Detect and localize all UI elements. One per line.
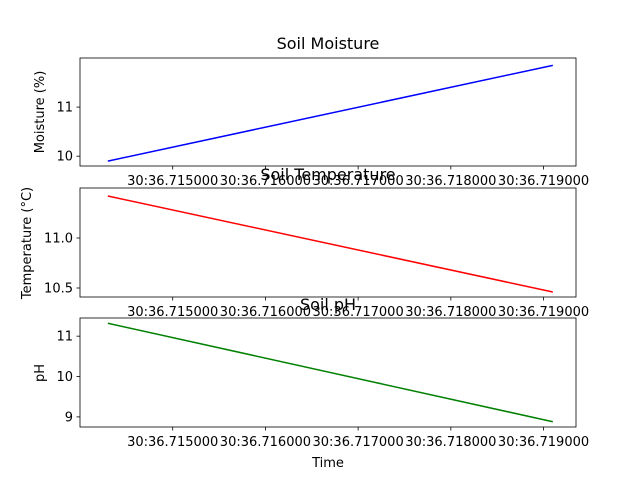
moisture-y-tick-label-1: 11 xyxy=(56,101,73,116)
ph-series-line-0 xyxy=(107,322,553,423)
moisture-x-ticks: 30:36.715000 30:36.716000 30:36.717000 30:3… xyxy=(127,166,589,189)
temperature-x-ticks: 30:36.715000 30:36.716000 30:36.717000 30:3… xyxy=(127,297,589,320)
ph-y-tick-label-1: 10 xyxy=(56,370,73,385)
temperature-series-line-0 xyxy=(107,195,553,293)
temperature-x-tick-label-4: 30:36.719000 xyxy=(498,305,589,320)
ph-x-tick-label-3: 30:36.718000 xyxy=(405,435,496,450)
temperature-subplot: Soil Temperature Temperature (°C) 10.5 11… xyxy=(20,165,589,320)
moisture-x-tick-label-1: 30:36.716000 xyxy=(220,174,311,189)
moisture-plot-area xyxy=(79,57,577,167)
moisture-y-axis-label: Moisture (%) xyxy=(33,71,48,154)
moisture-y-ticks: 10 11 xyxy=(56,101,80,165)
temperature-y-tick-label-0: 10.5 xyxy=(44,282,73,297)
temperature-x-tick-label-2: 30:36.717000 xyxy=(313,305,404,320)
temperature-x-tick-label-1: 30:36.716000 xyxy=(220,305,311,320)
ph-x-tick-label-1: 30:36.716000 xyxy=(220,435,311,450)
ph-x-ticks: 30:36.715000 30:36.716000 30:36.717000 30:3… xyxy=(127,427,589,450)
ph-plot-area xyxy=(79,317,577,428)
ph-x-tick-label-4: 30:36.719000 xyxy=(498,435,589,450)
moisture-y-tick-label-0: 10 xyxy=(56,150,73,165)
ph-chart-title: Soil pH xyxy=(300,295,356,314)
temperature-x-tick-label-0: 30:36.715000 xyxy=(127,305,218,320)
moisture-x-tick-label-2: 30:36.717000 xyxy=(313,174,404,189)
moisture-x-tick-label-0: 30:36.715000 xyxy=(127,174,218,189)
ph-y-ticks: 9 10 11 xyxy=(56,330,80,425)
temperature-y-tick-label-1: 11.0 xyxy=(44,232,73,247)
ph-y-axis-label: pH xyxy=(33,364,48,382)
ph-x-axis-label: Time xyxy=(311,456,344,471)
moisture-subplot: Soil Moisture Moisture (%) 10 11 30:36.71… xyxy=(33,34,589,189)
moisture-axes-frame xyxy=(79,57,577,167)
ph-y-tick-label-0: 9 xyxy=(65,410,73,425)
temperature-y-axis-label: Temperature (°C) xyxy=(20,187,35,300)
temperature-x-tick-label-3: 30:36.718000 xyxy=(405,305,496,320)
moisture-series-line-0 xyxy=(107,64,553,162)
temperature-y-ticks: 10.5 11.0 xyxy=(44,232,80,297)
ph-axes-frame xyxy=(79,317,577,428)
ph-x-tick-label-2: 30:36.717000 xyxy=(313,435,404,450)
moisture-x-tick-label-4: 30:36.719000 xyxy=(498,174,589,189)
temperature-plot-area xyxy=(79,187,577,298)
ph-x-tick-label-0: 30:36.715000 xyxy=(127,435,218,450)
ph-y-tick-label-2: 11 xyxy=(56,330,73,345)
temperature-chart-title: Soil Temperature xyxy=(260,165,395,184)
moisture-x-tick-label-3: 30:36.718000 xyxy=(405,174,496,189)
temperature-axes-frame xyxy=(79,187,577,298)
moisture-chart-title: Soil Moisture xyxy=(277,34,380,53)
